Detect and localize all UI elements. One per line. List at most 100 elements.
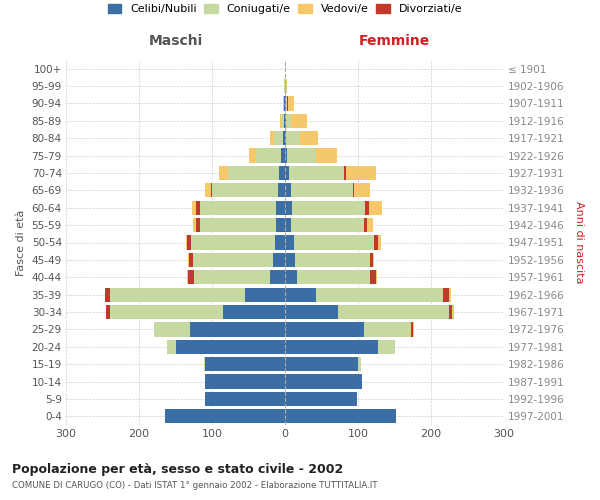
Bar [379, 340, 395, 354]
Text: Maschi: Maschi [148, 34, 203, 48]
Bar [280, 114, 281, 128]
Bar [281, 148, 285, 162]
Bar [190, 253, 193, 267]
Y-axis label: Anni di nascita: Anni di nascita [574, 201, 584, 284]
Bar [281, 114, 284, 128]
Bar [283, 131, 285, 146]
Bar [106, 305, 110, 319]
Bar [288, 96, 295, 110]
Bar [205, 357, 285, 372]
Bar [191, 200, 196, 215]
Bar [316, 288, 443, 302]
Bar [187, 270, 188, 284]
Bar [294, 236, 374, 250]
Bar [278, 183, 285, 198]
Bar [167, 340, 176, 354]
Bar [285, 79, 286, 93]
Bar [285, 392, 356, 406]
Bar [291, 183, 353, 198]
Bar [411, 322, 413, 336]
Bar [413, 322, 414, 336]
Bar [164, 409, 285, 424]
Legend: Celibi/Nubili, Coniugati/e, Vedovi/e, Divorziati/e: Celibi/Nubili, Coniugati/e, Vedovi/e, Di… [108, 4, 462, 14]
Bar [344, 166, 346, 180]
Bar [285, 305, 338, 319]
Bar [274, 131, 283, 146]
Bar [289, 166, 344, 180]
Bar [291, 114, 307, 128]
Bar [271, 131, 274, 146]
Bar [275, 236, 285, 250]
Bar [110, 288, 245, 302]
Bar [276, 218, 285, 232]
Bar [369, 200, 382, 215]
Bar [285, 183, 291, 198]
Bar [176, 340, 285, 354]
Bar [285, 218, 291, 232]
Bar [287, 96, 288, 110]
Bar [186, 236, 187, 250]
Bar [276, 200, 285, 215]
Bar [196, 218, 200, 232]
Bar [364, 322, 411, 336]
Bar [452, 305, 454, 319]
Bar [284, 79, 285, 93]
Bar [355, 183, 370, 198]
Bar [191, 236, 275, 250]
Bar [190, 322, 285, 336]
Bar [449, 288, 451, 302]
Bar [296, 270, 370, 284]
Bar [248, 148, 256, 162]
Bar [291, 218, 364, 232]
Bar [299, 131, 318, 146]
Bar [194, 270, 271, 284]
Text: COMUNE DI CARUGO (CO) - Dati ISTAT 1° gennaio 2002 - Elaborazione TUTTITALIA.IT: COMUNE DI CARUGO (CO) - Dati ISTAT 1° ge… [12, 481, 377, 490]
Bar [205, 392, 285, 406]
Bar [287, 148, 316, 162]
Bar [449, 305, 452, 319]
Bar [212, 183, 278, 198]
Bar [365, 200, 369, 215]
Bar [285, 131, 286, 146]
Bar [204, 357, 205, 372]
Bar [106, 288, 110, 302]
Bar [286, 114, 291, 128]
Bar [193, 253, 274, 267]
Bar [285, 114, 286, 128]
Bar [376, 270, 377, 284]
Bar [285, 409, 396, 424]
Bar [285, 322, 364, 336]
Bar [358, 357, 361, 372]
Bar [228, 166, 279, 180]
Bar [154, 322, 190, 336]
Bar [364, 218, 367, 232]
Bar [443, 288, 449, 302]
Bar [110, 305, 223, 319]
Bar [292, 200, 365, 215]
Bar [285, 340, 379, 354]
Bar [200, 200, 276, 215]
Bar [200, 218, 276, 232]
Bar [353, 183, 355, 198]
Bar [284, 96, 285, 110]
Bar [285, 166, 289, 180]
Bar [211, 183, 212, 198]
Bar [285, 288, 316, 302]
Text: Popolazione per età, sesso e stato civile - 2002: Popolazione per età, sesso e stato civil… [12, 462, 343, 475]
Bar [373, 253, 374, 267]
Bar [284, 114, 285, 128]
Bar [279, 166, 285, 180]
Bar [283, 96, 284, 110]
Bar [285, 270, 296, 284]
Bar [285, 148, 287, 162]
Bar [286, 79, 287, 93]
Bar [188, 270, 194, 284]
Bar [274, 253, 285, 267]
Bar [285, 200, 292, 215]
Bar [188, 253, 190, 267]
Bar [285, 253, 295, 267]
Bar [205, 374, 285, 388]
Bar [338, 305, 449, 319]
Bar [285, 357, 358, 372]
Bar [346, 166, 376, 180]
